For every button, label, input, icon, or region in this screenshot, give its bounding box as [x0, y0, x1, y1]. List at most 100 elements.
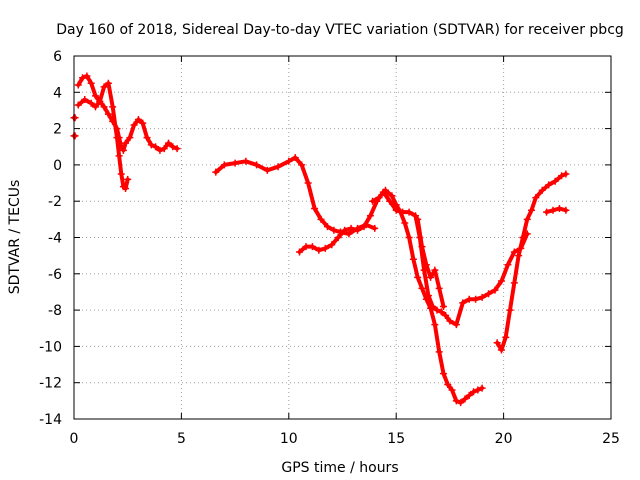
data-point — [212, 168, 220, 176]
data-point — [439, 302, 447, 310]
data-point — [427, 304, 435, 312]
data-point — [414, 215, 422, 223]
data-point — [459, 299, 467, 307]
data-point — [242, 157, 250, 165]
data-point — [87, 99, 95, 107]
data-point — [104, 110, 112, 118]
data-point — [375, 194, 383, 202]
data-point — [169, 143, 177, 151]
data-point — [392, 201, 400, 209]
data-point — [562, 206, 570, 214]
data-point — [555, 204, 563, 212]
y-tick-label: 2 — [53, 122, 62, 138]
data-point — [308, 243, 316, 251]
data-point — [519, 234, 527, 241]
data-point — [497, 277, 505, 285]
x-tick-label: 25 — [602, 431, 620, 447]
data-point — [139, 119, 147, 127]
data-point — [119, 146, 127, 154]
data-point — [418, 243, 426, 251]
data-point — [422, 261, 430, 269]
data-point — [369, 197, 377, 205]
data-point — [71, 132, 79, 140]
y-tick-label: 6 — [53, 49, 62, 65]
data-point — [491, 286, 499, 294]
data-point — [83, 72, 91, 80]
data-point — [405, 208, 413, 216]
series-line — [544, 206, 568, 215]
data-point — [152, 143, 160, 151]
data-point — [412, 212, 420, 220]
data-point — [91, 92, 99, 100]
series-seg-5 — [369, 186, 486, 407]
data-point — [263, 166, 271, 174]
series-seg-2 — [74, 79, 132, 192]
data-point — [435, 348, 443, 356]
data-point — [545, 181, 553, 189]
data-point — [109, 103, 117, 111]
data-point — [334, 234, 342, 241]
data-point — [442, 312, 450, 320]
data-point — [515, 252, 523, 260]
series-seg-7 — [493, 170, 570, 354]
data-point — [470, 388, 478, 396]
data-point — [345, 230, 353, 238]
y-tick-label: -8 — [48, 303, 62, 319]
data-point — [173, 145, 181, 153]
data-point — [439, 370, 447, 378]
data-point — [371, 224, 379, 232]
data-point — [79, 74, 87, 82]
data-point — [304, 179, 312, 187]
data-point — [422, 295, 430, 303]
data-point — [165, 139, 173, 147]
data-point — [302, 243, 310, 251]
data-point — [506, 306, 514, 314]
data-point — [298, 161, 306, 169]
data-point — [291, 154, 299, 162]
data-point — [117, 170, 125, 178]
data-point — [96, 97, 104, 105]
data-point — [74, 101, 82, 109]
data-point — [510, 248, 518, 256]
data-point — [478, 293, 486, 301]
data-point — [160, 145, 168, 153]
data-point — [444, 381, 452, 389]
x-tick-label: 20 — [495, 431, 513, 447]
data-point — [551, 177, 559, 185]
tick-layer: 0 5 10 15 20 25 -14 -12 -10 -8 -6 -4 -2 0 2 4 6 — [39, 49, 620, 447]
data-point — [431, 321, 439, 329]
data-point — [510, 279, 518, 287]
data-point — [220, 161, 228, 169]
data-point — [91, 103, 99, 111]
data-point — [328, 241, 336, 249]
data-point — [360, 223, 368, 231]
data-point — [81, 96, 89, 104]
data-point — [87, 79, 95, 87]
data-point — [321, 244, 329, 252]
data-point — [354, 226, 362, 234]
y-tick-label: -2 — [48, 194, 62, 210]
series-seg-6 — [414, 215, 447, 310]
x-tick-label: 5 — [177, 431, 186, 447]
data-point — [317, 215, 325, 223]
data-point — [274, 163, 282, 171]
data-point — [446, 317, 454, 325]
data-point — [231, 159, 239, 167]
data-point — [134, 116, 142, 124]
data-point — [122, 184, 130, 192]
x-tick-label: 10 — [280, 431, 298, 447]
data-point — [558, 172, 566, 180]
y-tick-label: -4 — [48, 231, 62, 247]
y-tick-label: -6 — [48, 267, 62, 283]
data-point — [478, 384, 486, 392]
data-point — [71, 114, 79, 122]
series-seg-8 — [543, 204, 570, 216]
data-point — [104, 79, 112, 87]
data-point — [323, 223, 331, 231]
y-tick-label: -12 — [39, 376, 62, 392]
data-point — [448, 386, 456, 394]
data-point — [386, 197, 394, 205]
data-point — [130, 121, 138, 129]
data-point — [396, 208, 404, 216]
x-tick-label: 0 — [70, 431, 79, 447]
